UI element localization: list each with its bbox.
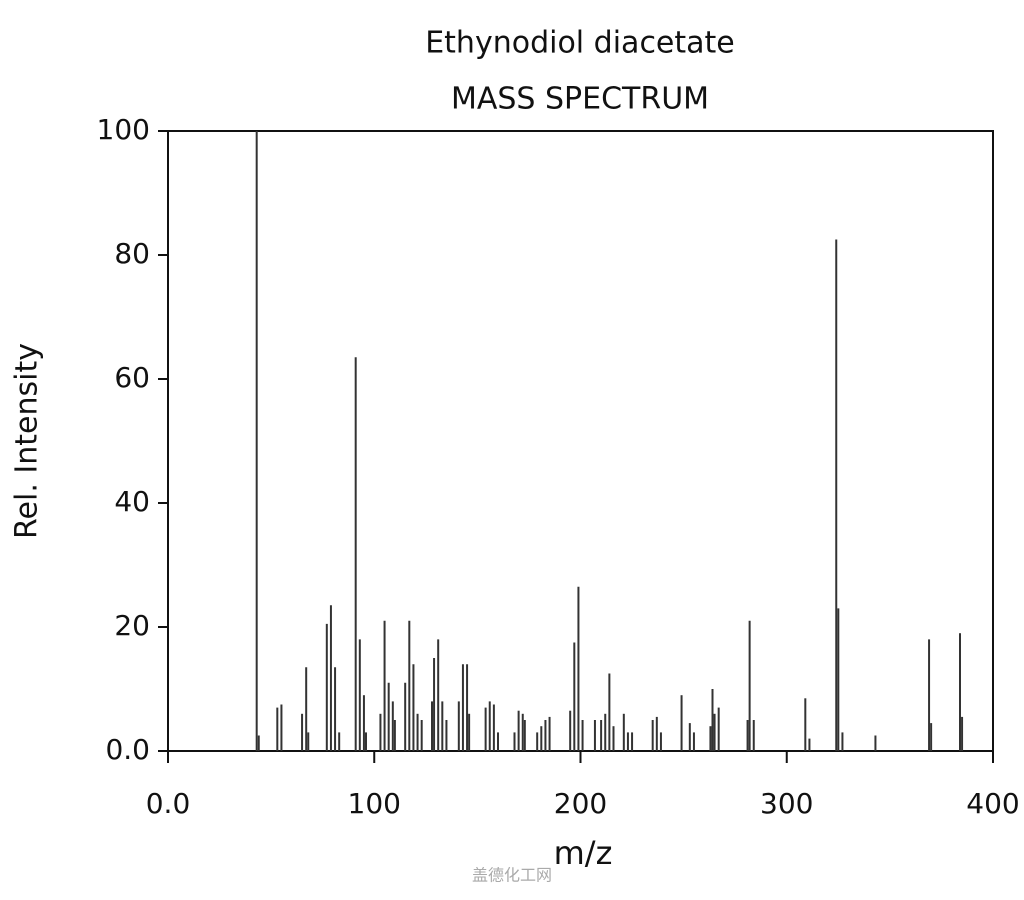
chart-subtitle: MASS SPECTRUM: [451, 82, 709, 117]
x-tick-label: 300: [760, 787, 813, 820]
y-tick-label: 40: [114, 485, 150, 518]
x-tick-label: 400: [966, 787, 1019, 820]
y-axis-label: Rel. Intensity: [10, 343, 45, 539]
x-tick-label: 200: [554, 787, 607, 820]
plot-frame: [167, 130, 994, 752]
x-axis-label: m/z: [554, 834, 613, 872]
y-tick-label: 80: [114, 237, 150, 270]
watermark: 盖德化工网: [472, 866, 552, 885]
y-tick-label: 100: [97, 113, 150, 146]
y-tick-label: 0.0: [105, 733, 150, 766]
y-tick-label: 20: [114, 609, 150, 642]
x-tick-label: 0.0: [146, 787, 191, 820]
chart-title: Ethynodiol diacetate: [425, 26, 735, 61]
y-tick-label: 60: [114, 361, 150, 394]
x-tick-label: 100: [348, 787, 401, 820]
